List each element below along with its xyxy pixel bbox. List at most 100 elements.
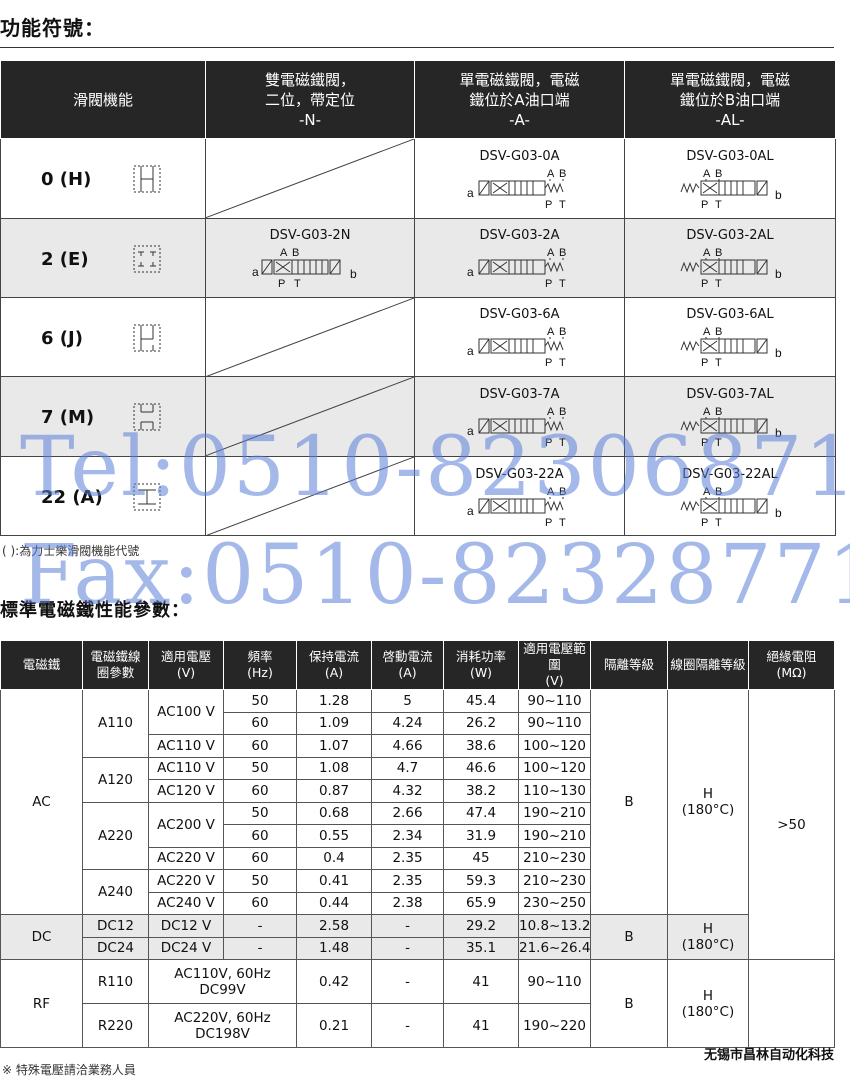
col-isolation: 隔離等級 [590, 640, 668, 690]
col-coil-isolation: 線圈隔離等級 [667, 640, 749, 690]
company-name: 无锡市昌林自动化科技 [703, 1048, 834, 1063]
coil-cell: A220 [82, 801, 149, 870]
voltage-cell: DC12 V [148, 914, 224, 938]
voltage-cell: AC240 V [148, 891, 224, 915]
cell: 4.7 [371, 756, 444, 780]
model-cell-al: DSV-G03-0AL b A B P T [624, 138, 836, 219]
valve-symbol-icon: a b A B P T [252, 247, 357, 290]
svg-text:T: T [559, 357, 566, 369]
cell: 1.08 [296, 756, 372, 780]
svg-text:a: a [252, 265, 259, 279]
col-solenoid: 電磁鐵 [0, 640, 83, 690]
cell: 0.21 [296, 1003, 372, 1048]
coil-cell: DC24 [82, 936, 149, 960]
voltage-cell: AC220 V [148, 869, 224, 893]
valve-symbol-icon: a A B P T [467, 168, 566, 211]
svg-text:P: P [545, 357, 552, 369]
cell: 41 [443, 1003, 519, 1048]
cell: 2.34 [371, 824, 444, 848]
svg-text:a: a [467, 186, 474, 200]
cell: 60 [223, 891, 297, 915]
model-cell-al: DSV-G03-7AL b A B P T [624, 376, 836, 457]
svg-text:T: T [715, 437, 722, 449]
function-code: 7 (M) [41, 407, 95, 429]
voltage-cell: AC110 V [148, 734, 224, 758]
voltage-cell: DC24 V [148, 936, 224, 960]
type-ac: AC [0, 689, 83, 915]
cell: 0.44 [296, 891, 372, 915]
cell: 65.9 [443, 891, 519, 915]
model-cell-empty [205, 296, 415, 378]
cell: 26.2 [443, 711, 519, 735]
table-row: A120 AC110 V 50 1.08 4.7 46.6 100~120 [1, 756, 835, 803]
valve-symbol-icon: a A B P T [467, 406, 566, 449]
table-row: AC120 V 60 0.87 4.32 38.2 110~130 [1, 779, 835, 803]
valve-symbol-icon: b A B P T [680, 168, 782, 211]
cell: 60 [223, 734, 297, 758]
svg-text:B: B [715, 406, 722, 418]
cell: - [223, 914, 297, 938]
isolation-dc: B [590, 914, 668, 960]
cell: 110~130 [518, 779, 591, 803]
table-row: DC DC12 DC12 V - 2.58 - 29.2 10.8~13.2 B… [0, 914, 835, 960]
svg-text:T: T [559, 199, 566, 211]
cell: 230~250 [518, 891, 591, 915]
model-name: DSV-G03-2A [479, 228, 560, 244]
svg-text:P: P [545, 517, 552, 529]
cell: 50 [223, 869, 297, 893]
svg-text:b: b [775, 188, 782, 202]
model-cell-a: DSV-G03-7A a A B P T [414, 376, 625, 457]
spool-symbol-icon [133, 403, 161, 431]
svg-text:P: P [701, 278, 708, 290]
coil-cell: A110 [82, 689, 149, 758]
cell: 29.2 [443, 914, 519, 938]
valve-symbol-icon: a A B P T [467, 326, 566, 369]
cell: 1.48 [296, 936, 372, 960]
cell: 2.58 [296, 914, 372, 938]
svg-text:A: A [547, 326, 555, 338]
svg-text:B: B [559, 247, 566, 259]
model-cell-a: DSV-G03-22A a A B P T [414, 455, 625, 537]
cell: 0.68 [296, 801, 372, 825]
table-row: AC110 V 60 1.07 4.66 38.6 100~120 [1, 734, 835, 758]
table-row: AC240 V 60 0.44 2.38 65.9 230~250 [1, 891, 835, 915]
svg-text:B: B [559, 326, 566, 338]
cell: 90~110 [518, 711, 591, 735]
cell: 2.66 [371, 801, 444, 825]
voltage-cell: AC220V, 60Hz DC198V [148, 1003, 297, 1048]
model-name: DSV-G03-0A [479, 148, 560, 164]
table-row: A220 AC200 V 50 0.68 2.66 47.4 190~210 [1, 801, 835, 870]
voltage-cell: AC120 V [148, 779, 224, 803]
svg-text:B: B [559, 168, 566, 180]
model-cell-al: DSV-G03-2AL b A B P T [624, 217, 836, 298]
svg-text:A: A [547, 486, 555, 498]
svg-text:B: B [559, 486, 566, 498]
cell: 90~110 [518, 689, 591, 713]
cell: 38.2 [443, 779, 519, 803]
model-cell-al: DSV-G03-6AL b A B P T [624, 296, 836, 378]
coil-cell: R110 [82, 959, 149, 1004]
cell: 10.8~13.2 [518, 914, 591, 938]
col-frequency: 頻率 (Hz) [223, 640, 297, 690]
function-code: 0 (H) [41, 169, 92, 190]
empty-diagonal [206, 297, 414, 377]
cell: 2.38 [371, 891, 444, 915]
table-row: R220 AC220V, 60Hz DC198V 0.21 - 41 190~22… [1, 1003, 835, 1048]
cell: 50 [223, 689, 297, 713]
cell: 45.4 [443, 689, 519, 713]
cell: 50 [223, 756, 297, 780]
svg-text:B: B [715, 326, 722, 338]
svg-text:a: a [467, 344, 474, 358]
insulation-blank [748, 959, 835, 1048]
model-cell-al: DSV-G03-22AL b A B P T [624, 455, 836, 537]
cell: 0.41 [296, 869, 372, 893]
cell: 60 [223, 824, 297, 848]
svg-text:T: T [294, 278, 301, 290]
cell: 190~220 [518, 1003, 591, 1048]
svg-text:A: A [547, 247, 555, 259]
coil-isolation-ac: H (180°C) [667, 689, 749, 915]
model-name: DSV-G03-22AL [682, 466, 778, 482]
cell: 41 [443, 959, 519, 1004]
voltage-cell: AC200 V [148, 801, 224, 848]
function-row: 0 (H) DSV-G03-0A a A B P T DSV-G03-0AL b A B P T [0, 138, 836, 219]
